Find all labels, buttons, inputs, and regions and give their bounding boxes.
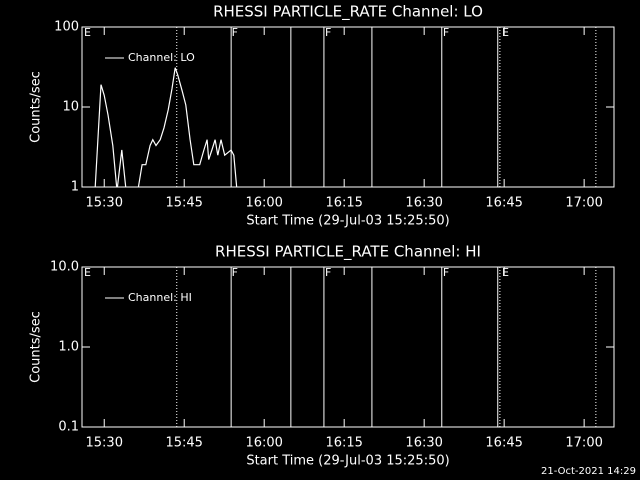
flag-label: F <box>325 266 331 279</box>
x-tick-label: 17:00 <box>565 436 602 451</box>
flag-label: F <box>325 26 331 39</box>
flag-label: E <box>502 266 509 279</box>
x-tick-label: 15:30 <box>86 436 123 451</box>
y-tick-label: 10.0 <box>50 260 79 275</box>
x-tick-label: 16:15 <box>325 436 362 451</box>
legend-label: Channel: HI <box>128 291 192 304</box>
flag-label: F <box>232 26 238 39</box>
y-tick-label: 0.1 <box>58 420 79 435</box>
x-tick-label: 15:45 <box>165 436 202 451</box>
x-tick-label: 16:15 <box>325 196 362 211</box>
flag-label: E <box>502 26 509 39</box>
x-tick-label: 15:30 <box>86 196 123 211</box>
y-tick-label: 1.0 <box>58 340 79 355</box>
data-line <box>94 67 238 187</box>
x-tick-label: 16:30 <box>405 436 442 451</box>
y-tick-label: 100 <box>54 20 79 35</box>
x-tick-label: 15:45 <box>165 196 202 211</box>
x-axis-label: Start Time (29-Jul-03 15:25:50) <box>246 214 449 229</box>
y-axis-label: Counts/sec <box>29 311 44 383</box>
x-tick-label: 17:00 <box>565 196 602 211</box>
x-tick-label: 16:45 <box>485 436 522 451</box>
chart-title: RHESSI PARTICLE_RATE Channel: HI <box>215 243 481 262</box>
flag-label: F <box>443 266 449 279</box>
flag-label: E <box>84 26 91 39</box>
x-tick-label: 16:30 <box>405 196 442 211</box>
y-tick-label: 10 <box>62 100 79 115</box>
footer-timestamp: 21-Oct-2021 14:29 <box>541 466 636 477</box>
flag-label: F <box>232 266 238 279</box>
flag-label: E <box>84 266 91 279</box>
x-axis-label: Start Time (29-Jul-03 15:25:50) <box>246 454 449 469</box>
chart-title: RHESSI PARTICLE_RATE Channel: LO <box>213 3 483 22</box>
legend-label: Channel: LO <box>128 51 195 64</box>
y-axis-label: Counts/sec <box>29 71 44 143</box>
flag-label: F <box>443 26 449 39</box>
x-tick-label: 16:00 <box>245 196 282 211</box>
x-tick-label: 16:45 <box>485 196 522 211</box>
y-tick-label: 1 <box>71 180 79 195</box>
x-tick-label: 16:00 <box>245 436 282 451</box>
